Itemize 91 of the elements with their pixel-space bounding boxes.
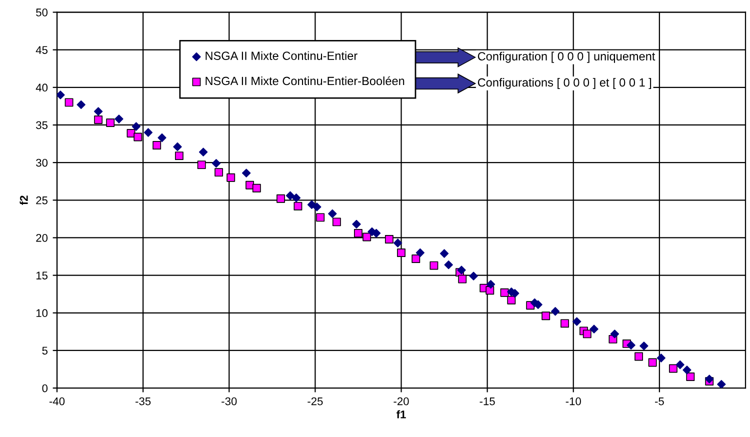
point [500,288,509,297]
point [174,152,184,160]
point [246,180,254,190]
point [640,342,648,350]
point [316,213,325,222]
point [292,194,301,202]
point [507,296,516,304]
point [214,168,224,177]
point [682,366,692,374]
y-tick-label: 25 [36,196,48,204]
point [197,160,206,170]
point [648,358,657,367]
point [286,191,295,200]
y-tick-label: 10 [36,309,48,318]
y-tick-label: 30 [36,158,48,167]
x-tick-label: -30 [222,397,237,406]
y-tick-label: 15 [36,272,48,280]
point [610,330,620,338]
point [486,286,494,295]
y-tick-label: 40 [36,84,48,92]
point [362,232,372,242]
point [106,118,115,127]
point [94,115,103,124]
point [332,218,341,226]
point [676,360,684,370]
point [444,260,453,270]
point [276,194,285,203]
annotation: Configurations [ 0 0 0 ] et [ 0 0 1 ] [478,78,652,89]
point [397,248,406,257]
point [393,238,402,248]
y-tick-label: 20 [36,234,48,242]
point [656,354,666,362]
point [416,248,425,258]
x-axis-title: f1 [396,410,406,418]
point [572,317,582,326]
point [294,202,302,210]
point [173,142,182,152]
point [430,261,438,270]
x-tick-label: -40 [49,397,65,406]
y-tick-label: 0 [42,384,48,392]
point [252,184,261,192]
point [242,168,251,178]
point [134,132,142,142]
point [354,228,362,238]
y-tick-label: 45 [36,46,48,54]
legend-label: NSGA II Mixte Continu-Entier-Booléen [206,76,404,86]
point [626,340,636,350]
point [469,272,478,280]
point [717,380,726,388]
point [668,364,678,373]
y-axis-title: f2 [20,196,28,205]
point [412,254,420,263]
point [686,372,695,382]
point [312,202,322,212]
point [144,128,153,137]
point [64,98,74,107]
point [94,107,103,116]
point [212,158,221,168]
point [590,324,598,334]
x-tick-label: -15 [480,397,495,406]
point [542,312,550,320]
point [226,173,236,182]
point [440,249,449,258]
point [582,330,592,338]
y-tick-label: 35 [36,121,48,130]
point [486,280,496,289]
x-tick-label: -10 [566,397,581,406]
x-tick-label: -5 [654,397,664,406]
point [328,209,337,218]
point [158,133,166,142]
point [152,141,162,150]
point [634,352,644,361]
point [458,274,467,284]
annotation: Configuration [ 0 0 0 ] uniquement [478,52,656,63]
y-tick-label: 50 [36,8,48,16]
point [198,148,208,156]
point [57,90,65,100]
point [76,100,86,110]
point [705,374,714,384]
point [352,220,361,229]
point [560,319,569,328]
legend-label: NSGA II Mixte Continu-Entier [206,51,358,60]
x-tick-label: -35 [136,397,151,406]
point [132,122,141,131]
y-tick-label: 5 [42,346,48,355]
point [114,114,124,124]
x-tick-label: -25 [308,397,323,406]
x-tick-label: -20 [394,397,409,406]
point [457,266,466,274]
point [550,307,560,316]
point [384,235,394,244]
